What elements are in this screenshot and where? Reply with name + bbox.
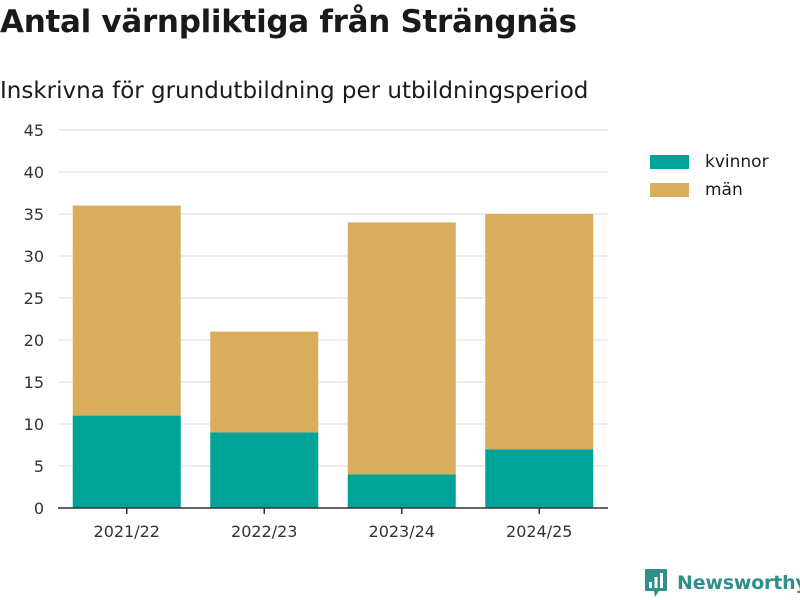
bar-kvinnor-2022-23[interactable]	[210, 432, 319, 508]
bar-man-2022-23[interactable]	[210, 331, 319, 433]
y-tick-label: 40	[24, 163, 44, 182]
y-tick-label: 20	[24, 331, 44, 350]
x-tick-label: 2022/23	[231, 522, 297, 541]
legend: kvinnor män	[650, 148, 769, 204]
newsworthy-logo-icon	[645, 569, 667, 597]
newsworthy-brand[interactable]: Newsworthy	[644, 568, 800, 598]
brand-name: Newsworthy	[677, 572, 800, 594]
bar-man-2024-25[interactable]	[485, 214, 594, 450]
y-tick-label: 15	[24, 373, 44, 392]
legend-item-kvinnor[interactable]: kvinnor	[650, 148, 769, 176]
axes: 0 5 10 15 20 25 30 35 40 45 2021/22 2022/23 2023/24 2…	[24, 121, 608, 541]
bar-kvinnor-2024-25[interactable]	[485, 449, 594, 508]
y-tick-label: 30	[24, 247, 44, 266]
legend-label-man: män	[705, 180, 743, 200]
bar-man-2023-24[interactable]	[347, 222, 456, 475]
chart-subtitle: Inskrivna för grundutbildning per utbild…	[0, 78, 589, 104]
y-tick-label: 25	[24, 289, 44, 308]
chart-title: Antal värnpliktiga från Strängnäs	[0, 4, 577, 40]
x-tick-label: 2024/25	[506, 522, 572, 541]
bar-kvinnor-2023-24[interactable]	[347, 474, 456, 508]
y-tick-label: 10	[24, 415, 44, 434]
bar-kvinnor-2021-22[interactable]	[72, 415, 181, 508]
bars	[72, 205, 594, 508]
legend-item-man[interactable]: män	[650, 176, 769, 204]
legend-swatch-man	[650, 183, 689, 197]
legend-swatch-kvinnor	[650, 155, 689, 169]
x-tick-label: 2023/24	[369, 522, 435, 541]
x-tick-label: 2021/22	[94, 522, 160, 541]
y-tick-label: 5	[34, 457, 44, 476]
y-tick-label: 35	[24, 205, 44, 224]
y-tick-label: 45	[24, 121, 44, 140]
y-tick-label: 0	[34, 499, 44, 518]
legend-label-kvinnor: kvinnor	[705, 152, 769, 172]
bar-man-2021-22[interactable]	[72, 205, 181, 416]
